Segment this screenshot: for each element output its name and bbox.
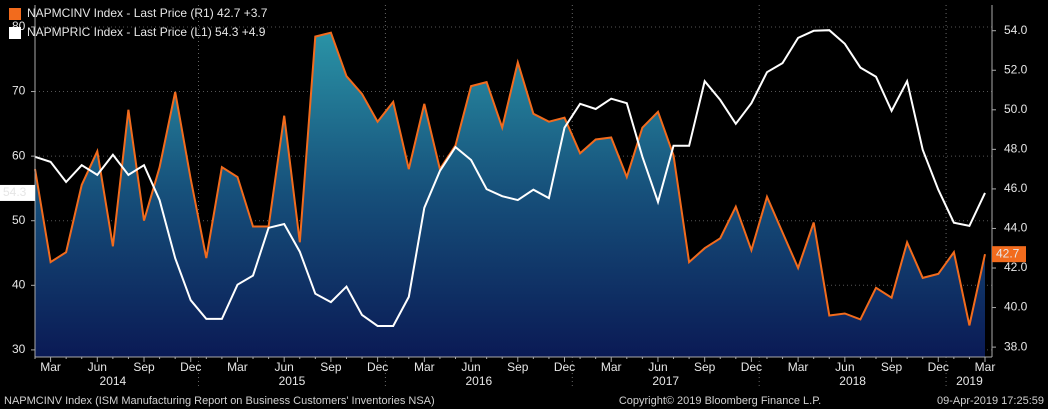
y-tick-label: 40 xyxy=(12,277,26,291)
x-tick-label: Jun xyxy=(835,360,854,374)
y2-tick-label: 48.0 xyxy=(1004,142,1028,156)
x-tick-label: Mar xyxy=(975,360,996,374)
x-tick-label: Dec xyxy=(741,360,762,374)
x-tick-label: Mar xyxy=(40,360,61,374)
x-tick-label: Sep xyxy=(507,360,529,374)
x-tick-label: Sep xyxy=(881,360,903,374)
x-tick-label: Mar xyxy=(788,360,809,374)
x-tick-label: Jun xyxy=(461,360,480,374)
y2-tick-label: 42.0 xyxy=(1004,260,1028,274)
y2-tick-label: 40.0 xyxy=(1004,300,1028,314)
year-label: 2015 xyxy=(279,374,306,388)
y2-tick-label: 54.0 xyxy=(1004,23,1028,37)
footer-left: NAPMCINV Index (ISM Manufacturing Report… xyxy=(4,395,435,407)
x-tick-label: Dec xyxy=(928,360,949,374)
x-tick-label: Sep xyxy=(694,360,716,374)
year-label: 2014 xyxy=(100,374,127,388)
y-tick-label: 70 xyxy=(12,84,26,98)
year-label: 2016 xyxy=(466,374,493,388)
y2-tick-label: 52.0 xyxy=(1004,62,1028,76)
legend-label: NAPMPRIC Index - Last Price (L1) 54.3 +4… xyxy=(27,25,266,39)
footer-center: Copyright© 2019 Bloomberg Finance L.P. xyxy=(619,395,821,407)
x-tick-label: Dec xyxy=(180,360,201,374)
footer-right: 09-Apr-2019 17:25:59 xyxy=(937,395,1044,407)
legend-label: NAPMCINV Index - Last Price (R1) 42.7 +3… xyxy=(27,6,268,20)
last-value-tag xyxy=(992,246,1026,263)
x-tick-label: Jun xyxy=(648,360,667,374)
x-tick-label: Mar xyxy=(601,360,622,374)
year-label: 2018 xyxy=(839,374,866,388)
x-tick-label: Sep xyxy=(320,360,342,374)
y-tick-label: 50 xyxy=(12,213,26,227)
legend-swatch xyxy=(9,27,21,39)
x-tick-label: Mar xyxy=(227,360,248,374)
y2-tick-label: 38.0 xyxy=(1004,339,1028,353)
x-tick-label: Jun xyxy=(88,360,107,374)
x-tick-label: Dec xyxy=(367,360,388,374)
x-tick-label: Jun xyxy=(275,360,294,374)
last-value-label: 54.3 xyxy=(3,185,27,199)
y2-tick-label: 44.0 xyxy=(1004,221,1028,235)
year-label: 2019 xyxy=(956,374,983,388)
x-tick-label: Sep xyxy=(133,360,155,374)
legend-swatch xyxy=(9,8,21,20)
line xyxy=(34,31,986,326)
line xyxy=(34,29,986,327)
y2-tick-label: 50.0 xyxy=(1004,102,1028,116)
last-value-label: 42.7 xyxy=(996,246,1020,260)
area xyxy=(35,32,985,357)
y2-tick-label: 46.0 xyxy=(1004,181,1028,195)
x-tick-label: Dec xyxy=(554,360,575,374)
year-label: 2017 xyxy=(652,374,679,388)
y-tick-label: 30 xyxy=(12,342,26,356)
y-tick-label: 60 xyxy=(12,148,26,162)
x-tick-label: Mar xyxy=(414,360,435,374)
last-value-tag xyxy=(0,184,35,201)
